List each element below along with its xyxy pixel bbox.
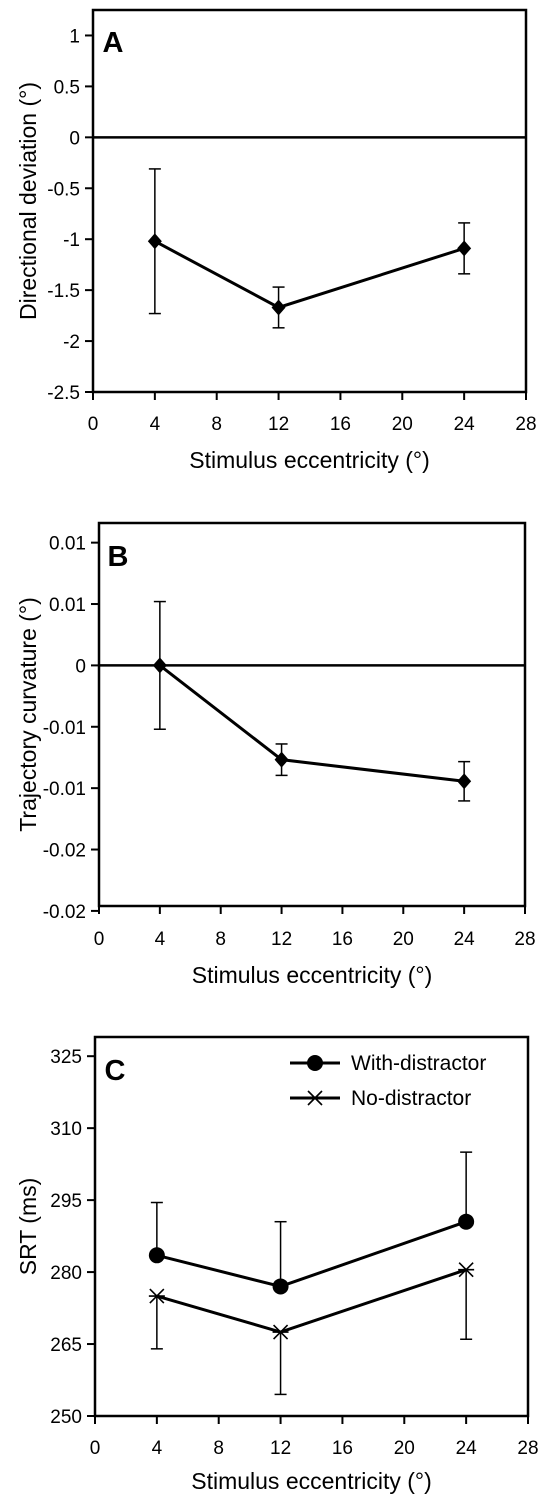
x-tick-label: 24 — [454, 929, 476, 950]
series-line — [156, 1268, 467, 1334]
legend-label: With-distractor — [351, 1052, 486, 1075]
plot-frame — [97, 521, 527, 908]
data-point-marker — [457, 773, 472, 790]
y-tick-label: 1 — [69, 26, 80, 47]
panel-letter: C — [105, 1055, 126, 1087]
y-tick-label: 0.5 — [54, 77, 80, 98]
x-axis-label: Stimulus eccentricity (°) — [191, 1468, 432, 1494]
chart-panel-c: 0 4 8 12 16 20 24 28 325 310 295 280 265 250 Stimulus … — [15, 1035, 539, 1494]
plot-frame — [91, 8, 528, 394]
y-tick-label: 325 — [50, 1047, 82, 1068]
data-point-marker — [147, 233, 162, 250]
x-tick-label: 8 — [215, 929, 226, 950]
legend-label: No-distractor — [351, 1087, 471, 1110]
data-point-marker — [307, 1090, 323, 1106]
x-tick-label: 16 — [332, 1438, 353, 1459]
y-tick-label: -0.01 — [43, 718, 86, 739]
data-point-marker — [148, 1288, 165, 1304]
chart-panel-a: 0 4 8 12 16 20 24 28 1 0.5 0 -0.5 -1 -1.5 -2 -2.5 Stimul… — [15, 8, 537, 473]
x-tick-label: 8 — [213, 1438, 224, 1459]
x-tick-label: 4 — [152, 1438, 163, 1459]
y-tick-label: -0.02 — [43, 841, 86, 862]
plot-frame — [93, 1035, 530, 1418]
x-tick-label: 12 — [268, 414, 289, 435]
data-point-marker — [148, 1247, 165, 1264]
series-line — [156, 1220, 467, 1289]
y-tick-label: 0 — [69, 128, 80, 149]
x-axis-label: Stimulus eccentricity (°) — [192, 962, 433, 988]
x-tick-label: 24 — [454, 414, 476, 435]
x-axis-label: Stimulus eccentricity (°) — [189, 447, 430, 473]
data-point-marker — [272, 1324, 289, 1340]
data-point-marker — [458, 1262, 475, 1278]
y-tick-label: -1.5 — [47, 281, 80, 302]
x-tick-label: 8 — [211, 414, 222, 435]
x-tick-label: 0 — [88, 414, 99, 435]
y-tick-label: 0 — [75, 656, 86, 677]
x-tick-label: 20 — [393, 929, 414, 950]
x-tick-label: 20 — [394, 1438, 415, 1459]
data-point-marker — [152, 657, 167, 674]
y-axis-label: Directional deviation (°) — [15, 82, 41, 320]
x-tick-label: 4 — [155, 929, 166, 950]
data-point-marker — [271, 299, 286, 316]
y-axis-label: Trajectory curvature (°) — [15, 597, 41, 832]
y-tick-label: 0.01 — [49, 595, 86, 616]
x-tick-label: 0 — [90, 1438, 101, 1459]
y-tick-label: -0.02 — [43, 902, 86, 923]
chart-panel-b: 0 4 8 12 16 20 24 28 0.01 0.01 0 -0.01 -0.01 -0.02 -0.… — [15, 521, 536, 988]
y-tick-label: 250 — [50, 1407, 82, 1428]
y-tick-label: 280 — [50, 1263, 82, 1284]
y-tick-label: -2.5 — [47, 383, 80, 404]
data-point-marker — [458, 1213, 475, 1230]
x-tick-label: 4 — [150, 414, 161, 435]
series-line — [154, 239, 465, 310]
panel-letter: B — [108, 541, 129, 573]
y-tick-label: 265 — [50, 1335, 82, 1356]
data-point-marker — [307, 1055, 323, 1071]
y-tick-label: 310 — [50, 1119, 82, 1140]
series-line — [158, 664, 465, 783]
data-point-marker — [272, 1278, 289, 1295]
x-tick-label: 12 — [270, 1438, 291, 1459]
y-tick-label: -0.01 — [43, 779, 86, 800]
x-tick-label: 28 — [515, 414, 536, 435]
x-tick-label: 28 — [517, 1438, 538, 1459]
x-tick-label: 12 — [271, 929, 292, 950]
x-tick-label: 24 — [456, 1438, 478, 1459]
data-point-marker — [274, 751, 289, 768]
y-axis-label: SRT (ms) — [15, 1178, 41, 1276]
y-tick-label: -0.5 — [47, 179, 80, 200]
data-point-marker — [457, 240, 472, 257]
panel-letter: A — [103, 27, 124, 59]
y-tick-label: 0.01 — [49, 534, 86, 555]
y-tick-label: 295 — [50, 1191, 82, 1212]
x-tick-label: 28 — [514, 929, 535, 950]
x-tick-label: 0 — [94, 929, 105, 950]
x-tick-label: 16 — [330, 414, 351, 435]
y-tick-label: -1 — [63, 230, 80, 251]
y-tick-label: -2 — [63, 332, 80, 353]
x-tick-label: 20 — [392, 414, 413, 435]
legend: With-distractor No-distractor — [290, 1052, 486, 1110]
x-tick-label: 16 — [332, 929, 353, 950]
